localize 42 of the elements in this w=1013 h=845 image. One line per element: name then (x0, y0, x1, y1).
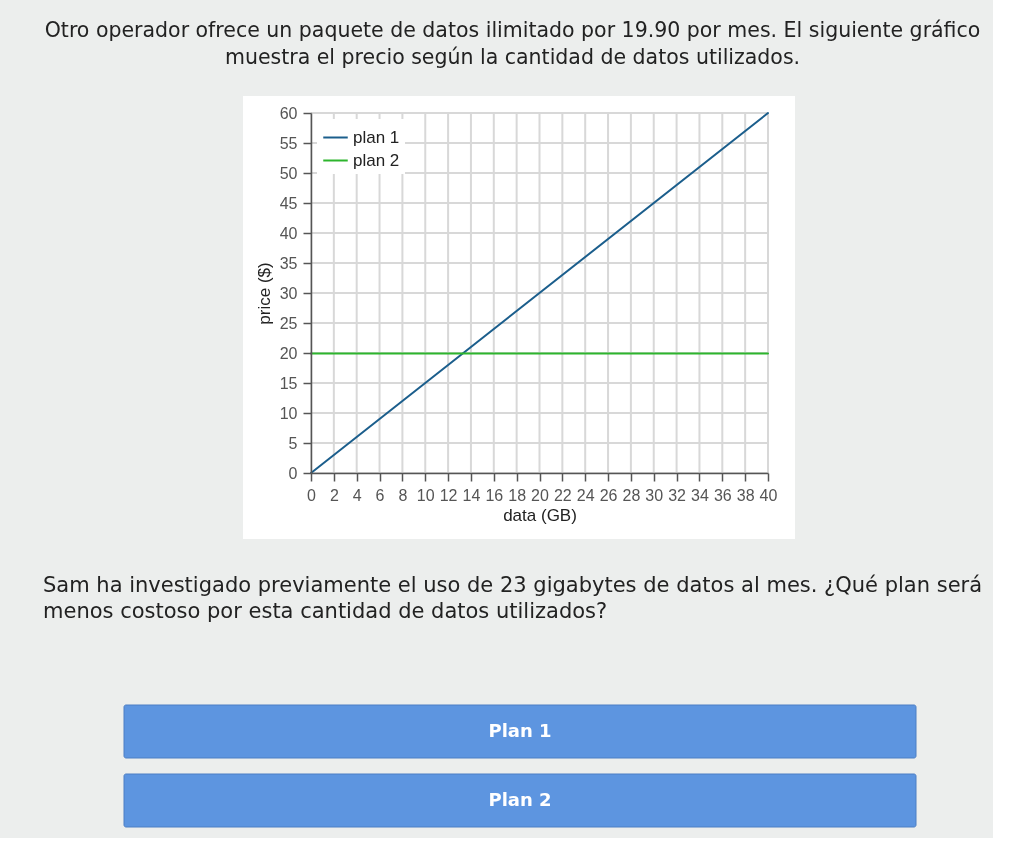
y-tick-label: 10 (279, 404, 298, 422)
y-axis-title: price ($) (254, 262, 274, 325)
x-tick-label: 24 (576, 486, 595, 504)
y-tick-label: 60 (279, 104, 298, 122)
x-tick-label: 14 (462, 486, 481, 504)
text: Sam ha investigado previamente el uso de 23 gigabytes de datos al mes. ¿Qué plan será menos costoso por esta cantidad de datos utilizados? (43, 573, 983, 623)
x-tick-label: 8 (398, 486, 408, 504)
x-tick-label: 40 (759, 486, 778, 504)
x-tick-label: 10 (416, 486, 435, 504)
x-tick-label: 18 (508, 486, 527, 504)
y-tick-label: 0 (288, 464, 298, 482)
x-tick-label: 16 (485, 486, 504, 504)
x-tick-label: 38 (736, 486, 755, 504)
y-tick-label: 35 (279, 254, 298, 272)
x-tick-label: 6 (375, 486, 385, 504)
x-tick-label: 34 (691, 486, 709, 504)
x-axis-title: data (GB) (503, 505, 577, 525)
x-tick-label: 12 (439, 486, 458, 504)
x-tick-label: 0 (307, 486, 317, 504)
text: Plan 1 (488, 719, 552, 741)
y-tick-label: 15 (279, 374, 298, 392)
chart-title: Otro operador ofrece un paquete de datos ilimitado por 19.90 por mes. El siguiente gráfico muestra el precio según la cantidad de datos utilizados. (44, 17, 981, 69)
x-tick-label: 36 (713, 486, 732, 504)
y-tick-label: 45 (279, 194, 298, 212)
x-tick-label: 30 (645, 486, 664, 504)
y-tick-label: 20 (279, 344, 298, 362)
y-tick-label: 30 (279, 284, 298, 302)
y-tick-label: 40 (279, 224, 298, 242)
x-tick-label: 20 (531, 486, 549, 504)
x-tick-label: 26 (599, 486, 618, 504)
x-tick-label: 22 (553, 486, 572, 504)
y-tick-label: 5 (288, 434, 298, 452)
x-tick-label: 4 (352, 486, 362, 504)
y-tick-label: 25 (279, 314, 298, 332)
y-tick-label: 50 (279, 164, 298, 182)
text: Plan 2 (488, 788, 552, 810)
x-tick-label: 28 (622, 486, 641, 504)
y-tick-label: 55 (279, 134, 298, 152)
legend-label: plan 2 (353, 150, 400, 170)
legend-label: plan 1 (353, 127, 400, 147)
x-tick-label: 2 (329, 486, 339, 504)
x-tick-label: 32 (668, 486, 687, 504)
